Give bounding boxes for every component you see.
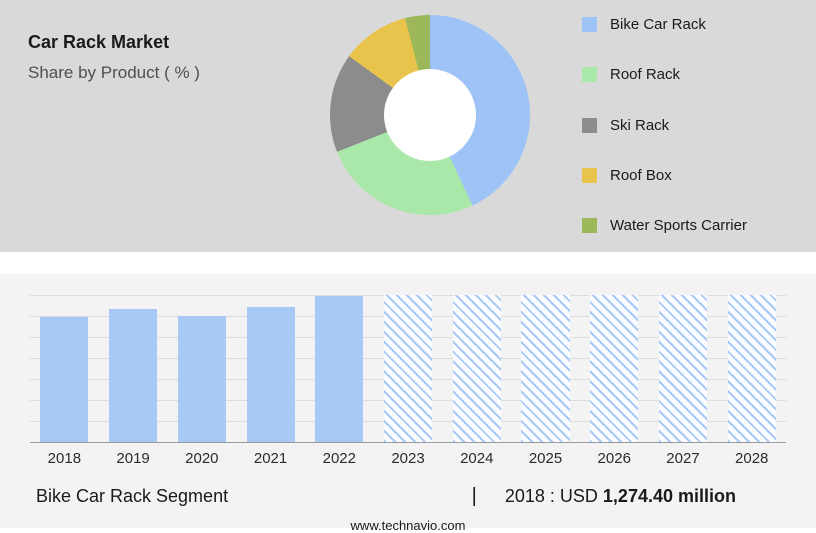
x-axis-label: 2025	[528, 449, 563, 467]
segment-value: 2018 : USD 1,274.40 million	[505, 486, 736, 507]
donut-hole	[384, 69, 476, 161]
legend-item-roof-rack: Roof Rack	[582, 66, 747, 83]
legend-swatch-icon	[582, 167, 597, 183]
x-axis-label: 2023	[391, 449, 425, 467]
legend-label: Roof Rack	[610, 66, 681, 84]
bar-column	[167, 295, 236, 442]
bars	[30, 295, 786, 442]
legend-swatch-icon	[582, 17, 597, 32]
donut-chart-wrap	[330, 15, 540, 225]
website-url: www.technavio.com	[350, 518, 466, 533]
legend-swatch-icon	[582, 67, 597, 83]
forecast-bar	[727, 295, 776, 442]
segment-value-prefix: 2018 : USD	[504, 486, 603, 506]
footer-row: Bike Car Rack Segment | 2018 : USD 1,274…	[0, 473, 816, 508]
bar-column	[649, 295, 718, 442]
forecast-bar	[590, 295, 639, 442]
bar-column	[511, 295, 580, 442]
historic-bar	[109, 309, 158, 442]
bar-chart-panel: 2018 2019 2020 2021 2022 2023 2024 2025 2026 2027…	[0, 274, 816, 533]
legend-item-bike-car-rack: Bike Car Rack	[582, 16, 747, 33]
x-axis-label: 2022	[322, 449, 356, 467]
x-labels: 2018 2019 2020 2021 2022 2023 2024 2025 2026 2027…	[30, 443, 786, 473]
x-axis-label: 2028	[735, 449, 769, 467]
title-block: Car Rack Market Share by Product ( % )	[0, 0, 330, 252]
x-axis-label: 2024	[460, 449, 494, 467]
legend-label: Bike Car Rack	[610, 16, 706, 33]
x-axis-label: 2027	[666, 449, 700, 467]
bar-chart-plot	[30, 295, 786, 443]
bar-column	[580, 295, 649, 442]
historic-bar	[315, 296, 364, 442]
bar-column	[236, 295, 305, 442]
bar-column	[30, 295, 99, 442]
historic-bar	[177, 316, 226, 442]
segment-label: Bike Car Rack Segment	[36, 486, 229, 506]
legend-label: Roof Box	[610, 166, 672, 184]
legend-swatch-icon	[582, 218, 597, 233]
page-title: Car Rack Market	[28, 32, 170, 52]
header-panel: Car Rack Market Share by Product ( % ) B…	[0, 0, 816, 252]
x-axis-label: 2020	[185, 449, 219, 467]
historic-bar	[246, 307, 295, 442]
forecast-bar	[383, 295, 433, 442]
x-axis-label: 2026	[597, 449, 631, 467]
historic-bar	[40, 317, 89, 442]
x-axis-label: 2019	[116, 449, 150, 467]
bar-column	[717, 295, 786, 442]
legend-item-ski-rack: Ski Rack	[582, 117, 747, 134]
bar-column	[374, 295, 443, 442]
segment-value-amount: 1,274.40 million	[602, 486, 736, 506]
section-divider	[0, 252, 816, 274]
bar-column	[305, 295, 374, 442]
forecast-bar	[521, 295, 570, 442]
x-axis-label: 2018	[47, 449, 82, 467]
bar-column	[99, 295, 168, 442]
legend-label: Ski Rack	[610, 116, 670, 134]
legend-label: Water Sports Carrier	[610, 217, 747, 234]
x-axis-label: 2021	[253, 449, 288, 467]
forecast-bar	[452, 295, 501, 442]
legend: Bike Car Rack Roof Rack Ski Rack Roof Bo…	[582, 16, 747, 234]
legend-item-roof-box: Roof Box	[582, 167, 747, 184]
legend-item-water-sports-carrier: Water Sports Carrier	[582, 217, 747, 234]
page-subtitle: Share by Product ( % )	[28, 63, 200, 82]
footer-divider: |	[471, 485, 477, 507]
bar-column	[442, 295, 511, 442]
legend-swatch-icon	[582, 117, 597, 133]
forecast-bar	[658, 295, 708, 442]
